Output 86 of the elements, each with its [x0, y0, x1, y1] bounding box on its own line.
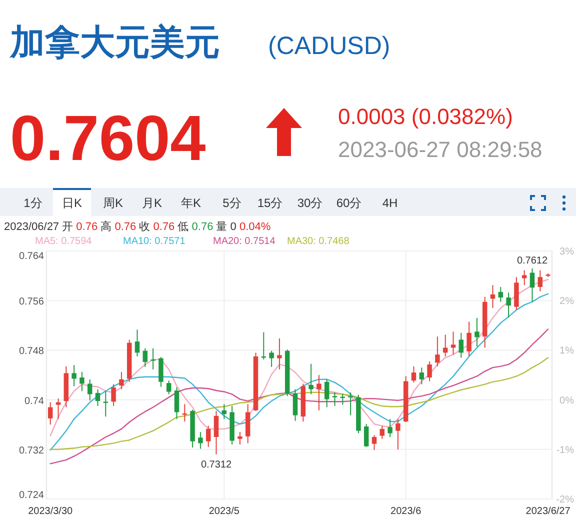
candlestick — [411, 366, 416, 383]
candlestick — [269, 350, 274, 368]
candlestick — [174, 386, 180, 420]
x-tick-label: 2023/3/30 — [28, 506, 74, 517]
y-tick-label: 0.724 — [18, 490, 44, 501]
candlestick — [427, 360, 432, 382]
line-series — [50, 357, 549, 450]
candlestick — [80, 371, 84, 392]
x-tick-label: 2023/5 — [208, 506, 240, 517]
candlestick — [388, 418, 392, 438]
y2-tick-label: 1% — [560, 346, 574, 357]
candlestick — [466, 321, 472, 357]
candlestick — [95, 388, 100, 406]
text: 0.7604 — [10, 102, 206, 174]
candlestick — [348, 392, 353, 416]
y-tick-label: 0.756 — [18, 296, 44, 308]
candlestick — [458, 332, 464, 358]
candlestick — [530, 268, 535, 302]
y2-tick-label: -1% — [556, 444, 574, 456]
candlestick — [396, 418, 400, 450]
line-series — [50, 293, 549, 451]
candlestick — [340, 393, 346, 406]
candlestick — [442, 334, 448, 357]
candlestick — [142, 348, 148, 368]
candlestick — [87, 378, 92, 401]
chart-title: 加拿大元美元 — [9, 23, 220, 62]
candlestick — [119, 371, 124, 390]
y-tick-label: 0.74 — [24, 396, 44, 407]
text: 日K — [62, 196, 82, 210]
candlestick — [506, 292, 511, 318]
candlestick — [435, 336, 440, 367]
text: MA10: 0.7571 — [123, 236, 186, 247]
text: MA30: 0.7468 — [287, 236, 350, 247]
y-tick-label: 0.732 — [18, 445, 44, 456]
candlestick — [48, 402, 53, 426]
text: 0.0003 (0.0382%) — [338, 104, 513, 129]
candlestick — [198, 432, 203, 450]
candlestick — [166, 380, 172, 395]
text: 1分 — [24, 196, 42, 210]
text: 15分 — [257, 196, 283, 210]
candlestick — [332, 392, 338, 406]
x-tick-label: 2023/6/27 — [526, 506, 571, 517]
y2-tick-label: 3% — [560, 246, 574, 258]
annotation: 0.7612 — [516, 255, 548, 266]
candlestick — [214, 410, 219, 455]
candlestick — [538, 270, 543, 292]
text: 30分 — [297, 196, 323, 210]
candlestick — [419, 367, 424, 385]
candlestick — [364, 423, 369, 448]
candlestick — [158, 356, 164, 388]
candlestick — [134, 329, 140, 357]
x-tick-label: 2023/6 — [390, 506, 422, 517]
annotation: 0.7312 — [200, 459, 232, 470]
candlestick — [372, 434, 377, 451]
candlestick — [380, 425, 385, 440]
y2-tick-label: 2% — [560, 296, 574, 308]
text: 5分 — [222, 196, 242, 210]
y-tick-label: 0.764 — [18, 251, 44, 262]
candlestick — [522, 270, 527, 286]
candlestick — [277, 338, 282, 370]
candlestick — [72, 364, 76, 387]
candlestick — [111, 384, 116, 406]
candlestick — [238, 432, 242, 445]
candlestick — [56, 398, 61, 420]
y2-tick-label: 0% — [560, 395, 574, 406]
candlestick — [103, 390, 108, 418]
candlestick — [316, 374, 322, 411]
candlestick — [292, 388, 298, 422]
text: 月K — [142, 196, 162, 210]
candlestick — [474, 317, 480, 347]
text: 2023/06/27 开 0.76 高 0.76 收 0.76 低 0.76 量 0 0.04% — [4, 221, 271, 233]
candlestick — [498, 286, 504, 302]
candlestick — [324, 378, 330, 408]
candlestick — [308, 363, 314, 395]
text: 4H — [382, 196, 398, 210]
text: MA20: 0.7514 — [213, 236, 276, 247]
chart-subtitle: (CADUSD) — [268, 32, 390, 60]
candlestick — [450, 331, 456, 356]
y-tick-label: 0.748 — [18, 346, 44, 358]
y2-tick-label: -2% — [556, 494, 574, 506]
candlestick — [206, 425, 211, 448]
text: 周K — [102, 196, 124, 210]
text: 2023-06-27 08:29:58 — [338, 137, 542, 162]
text: MA5: 0.7594 — [35, 236, 92, 247]
text: 年K — [180, 196, 202, 210]
text: 60分 — [336, 196, 362, 210]
